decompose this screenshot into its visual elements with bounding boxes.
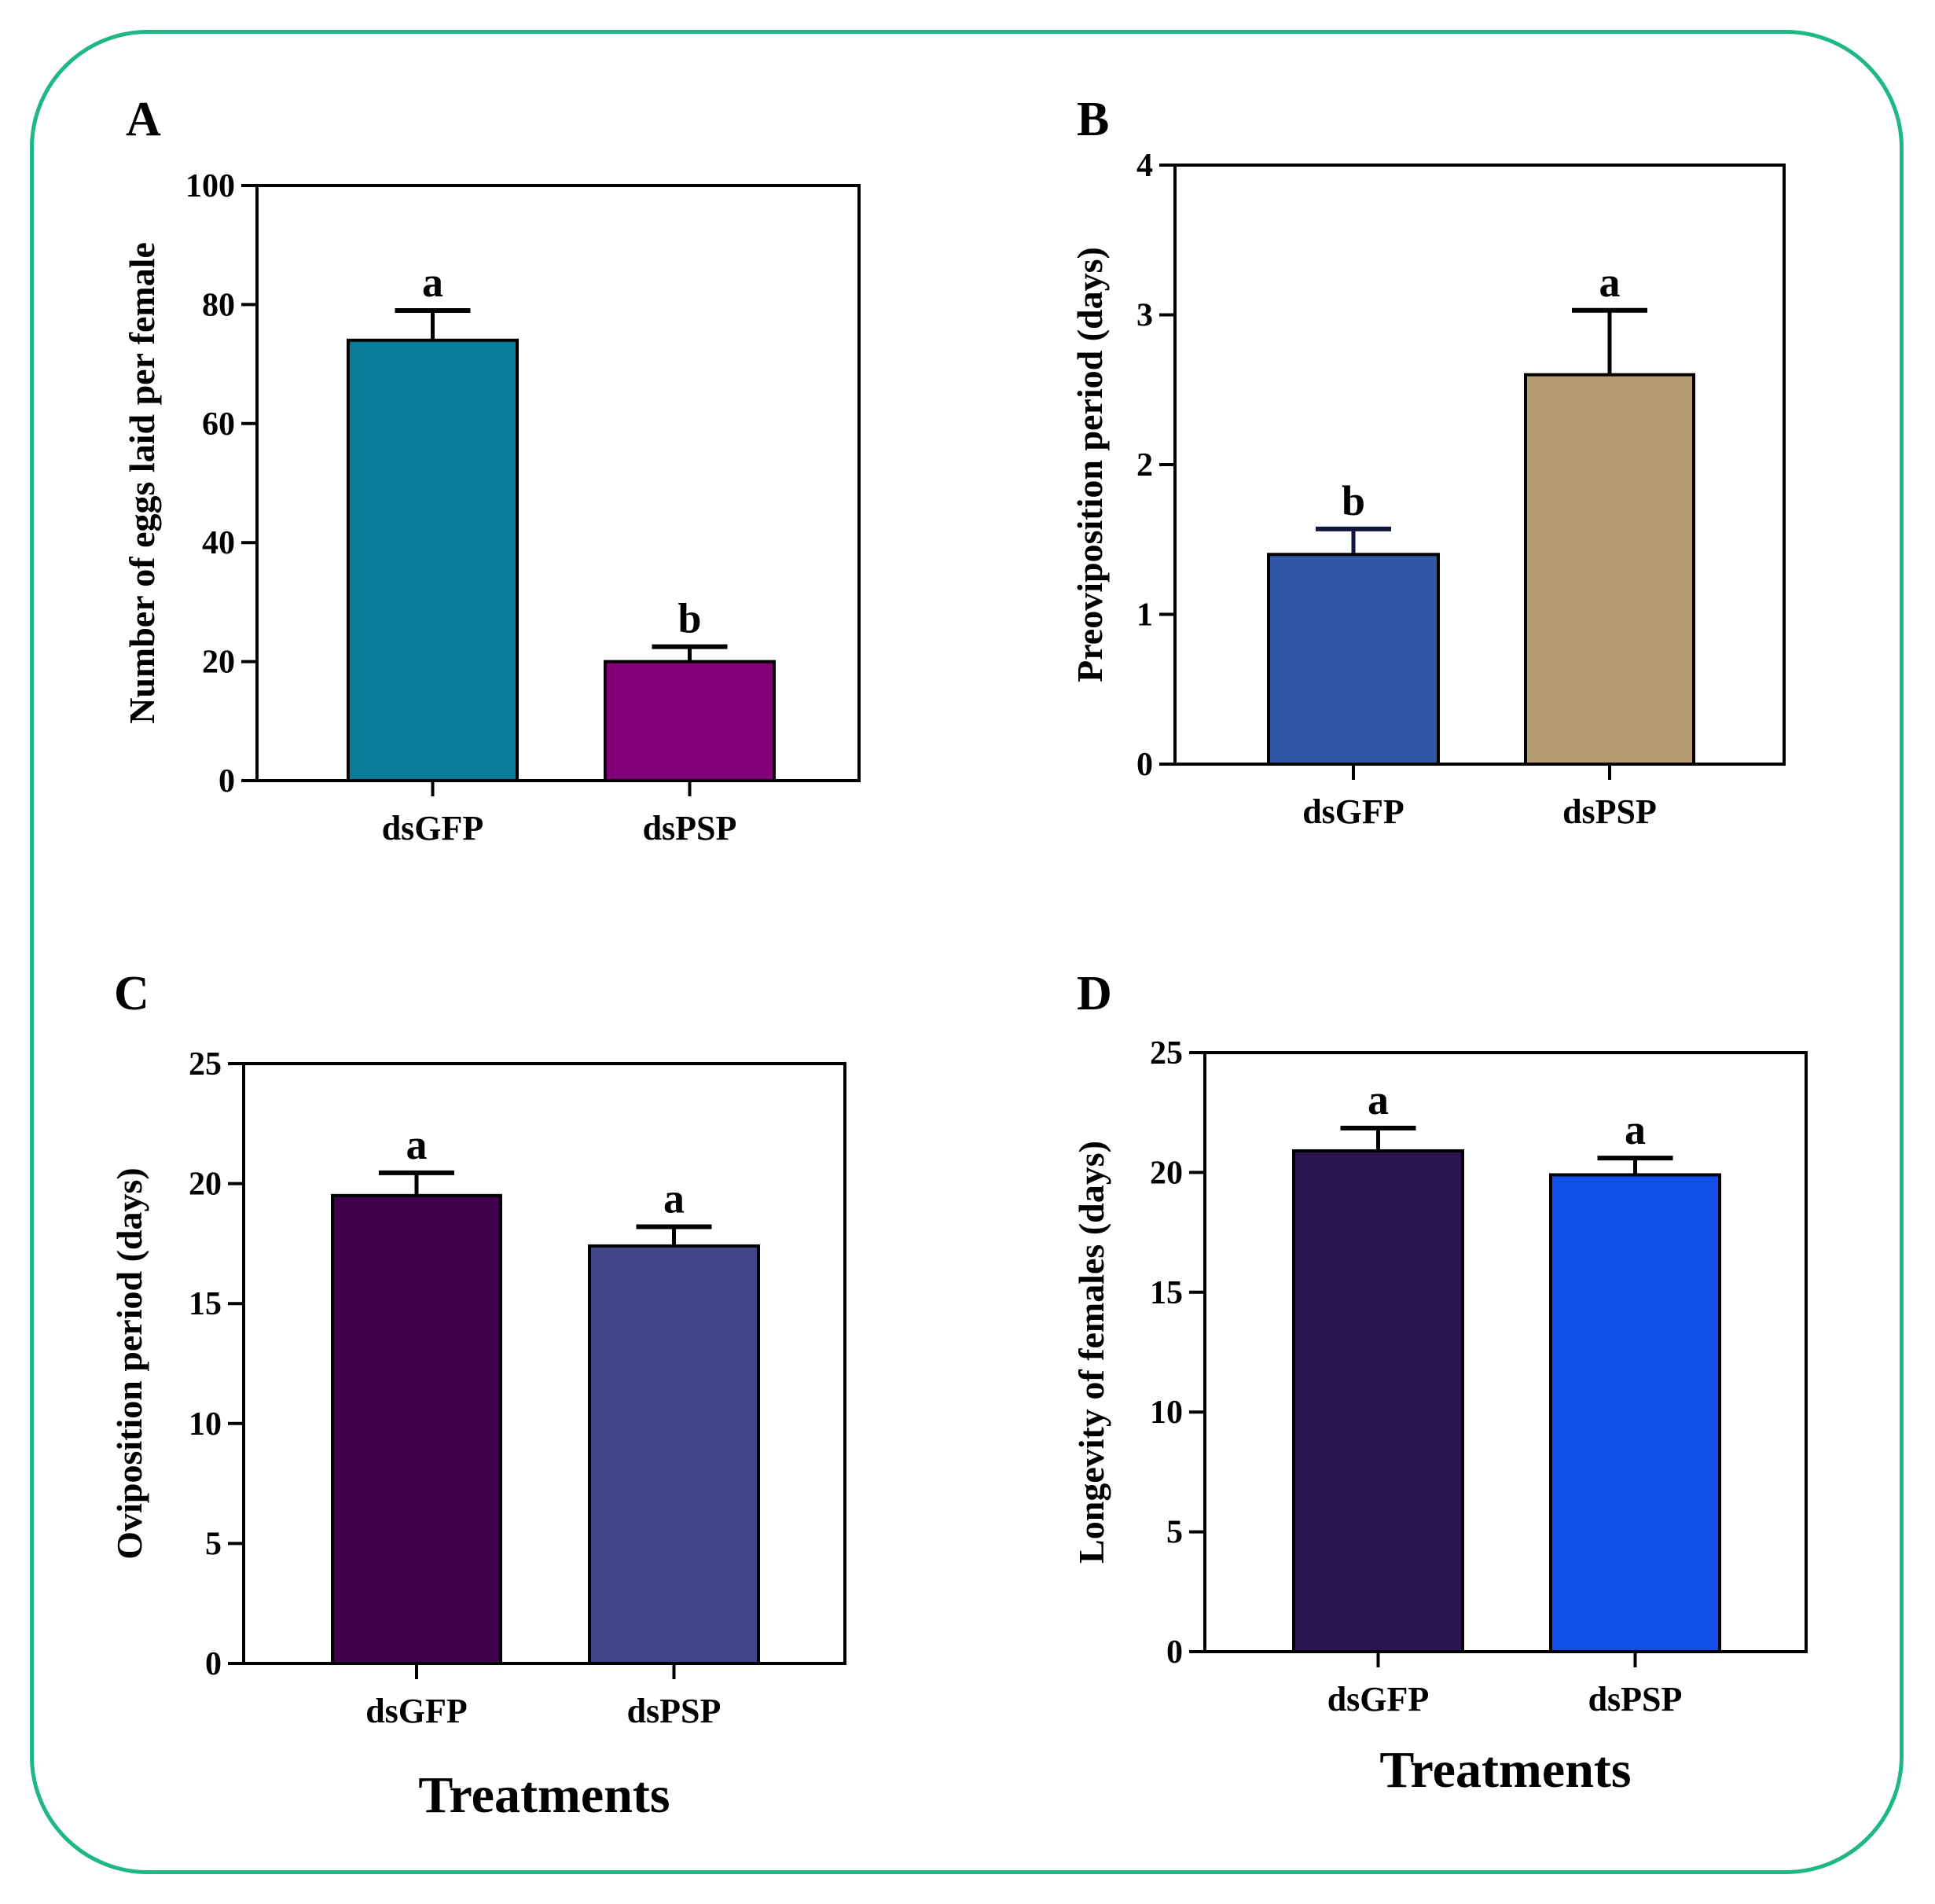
panel-b-letter: B bbox=[1077, 93, 1109, 146]
panel-a-category-label-0: dsGFP bbox=[382, 809, 484, 847]
panel-a-sig-label-1: b bbox=[677, 595, 701, 642]
panel-b-sig-label-0: b bbox=[1342, 477, 1365, 524]
panel-c-y-tick-label-3: 15 bbox=[189, 1286, 222, 1322]
panel-a-category-label-1: dsPSP bbox=[643, 809, 737, 847]
panel-b-category-label-1: dsPSP bbox=[1562, 792, 1657, 831]
panel-d-sig-label-1: a bbox=[1625, 1106, 1646, 1153]
panel-b-y-tick-label-0: 0 bbox=[1136, 747, 1153, 783]
panel-a-plot-frame bbox=[255, 184, 861, 782]
panel-a-y-axis-title: Number of eggs laid per female bbox=[122, 242, 162, 724]
panel-c-y-tick-label-0: 0 bbox=[205, 1646, 222, 1682]
panel-d-y-tick-label-5: 25 bbox=[1150, 1035, 1183, 1071]
panel-c-category-label-0: dsGFP bbox=[365, 1692, 468, 1730]
panel-d-y-tick-label-3: 15 bbox=[1150, 1275, 1183, 1311]
panel-b-bar-dsPSP bbox=[1524, 373, 1695, 766]
panel-c-letter: C bbox=[114, 967, 149, 1020]
panel-d-category-label-1: dsPSP bbox=[1588, 1680, 1683, 1718]
panel-a-y-tick-label-4: 80 bbox=[202, 287, 235, 323]
panel-a-bar-dsPSP bbox=[604, 660, 776, 782]
panel-b-bar-dsGFP bbox=[1267, 553, 1440, 766]
panel-b-y-tick-label-1: 1 bbox=[1136, 597, 1153, 634]
panel-d-bar-dsPSP bbox=[1549, 1173, 1721, 1653]
panel-d-y-tick-label-2: 10 bbox=[1150, 1395, 1183, 1431]
panel-b-y-tick-label-2: 2 bbox=[1136, 447, 1153, 483]
panel-d-bar-dsGFP bbox=[1292, 1149, 1464, 1653]
panel-a-y-tick-label-5: 100 bbox=[185, 168, 235, 204]
panel-a-y-tick-label-3: 60 bbox=[202, 406, 235, 443]
panel-a-y-tick-label-2: 40 bbox=[202, 525, 235, 561]
panel-c-y-axis-title: Oviposition period (days) bbox=[109, 1167, 149, 1559]
panel-c-bar-dsGFP bbox=[331, 1193, 502, 1665]
panel-b-category-label-0: dsGFP bbox=[1302, 792, 1404, 831]
panel-c-y-tick-label-4: 20 bbox=[189, 1167, 222, 1203]
panel-d-sig-label-0: a bbox=[1368, 1076, 1389, 1123]
panel-a-sig-label-0: a bbox=[422, 259, 443, 306]
panel-c-y-tick-label-2: 10 bbox=[189, 1406, 222, 1443]
panel-d-letter: D bbox=[1077, 967, 1112, 1020]
panel-c-plot-frame bbox=[242, 1062, 846, 1665]
panel-b-y-axis-title: Preoviposition period (days) bbox=[1070, 247, 1110, 682]
panel-d-category-label-0: dsGFP bbox=[1327, 1680, 1430, 1718]
panel-b-sig-label-1: a bbox=[1599, 259, 1621, 306]
panel-c-category-label-1: dsPSP bbox=[627, 1692, 721, 1730]
panel-c-sig-label-0: a bbox=[406, 1121, 428, 1168]
panel-b-y-tick-label-3: 3 bbox=[1136, 298, 1153, 334]
panel-c-sig-label-1: a bbox=[663, 1175, 685, 1222]
panel-a-bar-dsGFP bbox=[347, 338, 519, 782]
panel-a-letter: A bbox=[126, 93, 161, 146]
panel-d-y-tick-label-1: 5 bbox=[1166, 1515, 1183, 1551]
panel-d-y-tick-label-0: 0 bbox=[1166, 1634, 1183, 1671]
panel-c-y-tick-label-1: 5 bbox=[205, 1526, 222, 1562]
panel-a-y-tick-label-0: 0 bbox=[218, 763, 235, 799]
figure-border bbox=[30, 30, 1904, 1874]
panel-b-y-tick-label-4: 4 bbox=[1136, 148, 1153, 184]
panel-c-x-axis-title: Treatments bbox=[418, 1766, 670, 1824]
panel-a-y-tick-label-1: 20 bbox=[202, 645, 235, 681]
panel-d-x-axis-title: Treatments bbox=[1379, 1741, 1631, 1799]
panel-d-plot-frame bbox=[1203, 1051, 1808, 1653]
panel-d-y-tick-label-4: 20 bbox=[1150, 1155, 1183, 1191]
panel-c-bar-dsPSP bbox=[588, 1244, 760, 1665]
panel-c-y-tick-label-5: 25 bbox=[189, 1046, 222, 1082]
panel-d-y-axis-title: Longevity of females (days) bbox=[1071, 1141, 1111, 1564]
